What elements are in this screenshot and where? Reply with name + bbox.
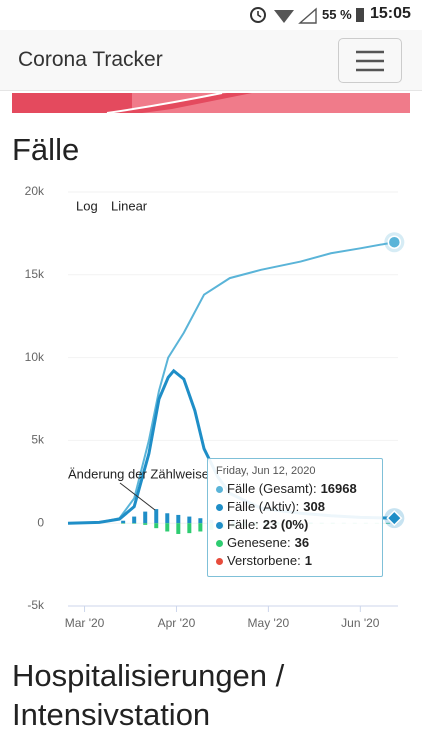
bar [385,522,390,524]
tooltip-value: 1 [304,553,312,568]
tooltip: Friday, Jun 12, 2020 Fälle (Gesamt): 1696… [207,458,383,577]
banner [12,93,410,113]
tooltip-bullet [216,558,223,565]
tooltip-bullet [216,540,223,547]
bar [132,516,137,524]
x-tick-label: Apr '20 [158,616,196,630]
bar [165,513,170,524]
y-tick-label: 10k [25,350,45,364]
tooltip-label: Fälle: [227,517,259,532]
bar [176,514,181,524]
end-marker [387,235,402,249]
status-bar: 55 % 15:05 [0,0,422,30]
tooltip-value: 308 [303,499,325,514]
bar [176,523,181,534]
bar [143,523,148,525]
tooltip-row: Fälle (Gesamt): 16968 [216,480,374,498]
bar [187,523,192,534]
bar [187,516,192,524]
battery-text: 55 % [322,7,352,22]
y-tick-label: 15k [25,267,45,281]
section-title: Fälle [12,132,80,167]
clock: 15:05 [370,5,411,22]
y-tick-label: 5k [31,433,45,447]
tooltip-value: 23 (0%) [262,517,309,532]
battery-icon [356,8,364,22]
bar [165,523,170,532]
scale-button[interactable]: Log [76,198,98,213]
tooltip-row: Verstorbene: 1 [216,552,374,570]
scale-button[interactable]: Linear [111,198,148,213]
end-marker [386,510,403,527]
bar [154,509,159,524]
bar [385,523,390,524]
tooltip-label: Fälle (Aktiv): [227,499,300,514]
menu-icon [356,50,384,72]
app-title[interactable]: Corona Tracker [18,48,163,71]
tooltip-bullet [216,504,223,511]
next-section-title: Hospitalisierungen / Intensivstation [12,658,285,732]
bar [132,523,137,524]
x-tick-label: May '20 [248,616,290,630]
line [67,241,395,525]
y-tick-label: 20k [25,184,45,198]
annotation: Änderung der Zählweise [68,466,209,481]
tooltip-label: Genesene: [227,535,291,550]
bar [198,523,203,532]
x-tick-label: Mar '20 [65,616,105,630]
tooltip-row: Fälle: 23 (0%) [216,516,374,534]
navbar: Corona Tracker [0,30,422,91]
annotation-pointer [119,482,156,511]
tooltip-row: Genesene: 36 [216,534,374,552]
tooltip-bullet [216,486,223,493]
tooltip-bullet [216,522,223,529]
bar [198,518,203,524]
x-tick-label: Jun '20 [341,616,380,630]
tooltip-label: Fälle (Gesamt): [227,481,317,496]
tooltip-value: 16968 [320,481,357,496]
status-icons [250,7,317,24]
tooltip-value: 36 [294,535,310,550]
tooltip-label: Verstorbene: [227,553,301,568]
bar [121,523,126,524]
tooltip-date: Friday, Jun 12, 2020 [216,465,316,477]
bar [154,523,159,529]
tooltip-row: Fälle (Aktiv): 308 [216,498,374,516]
menu-button[interactable] [338,38,402,83]
y-tick-label: 0 [37,515,44,529]
y-tick-label: -5k [27,598,45,612]
bar [143,511,148,524]
bar [121,520,126,524]
